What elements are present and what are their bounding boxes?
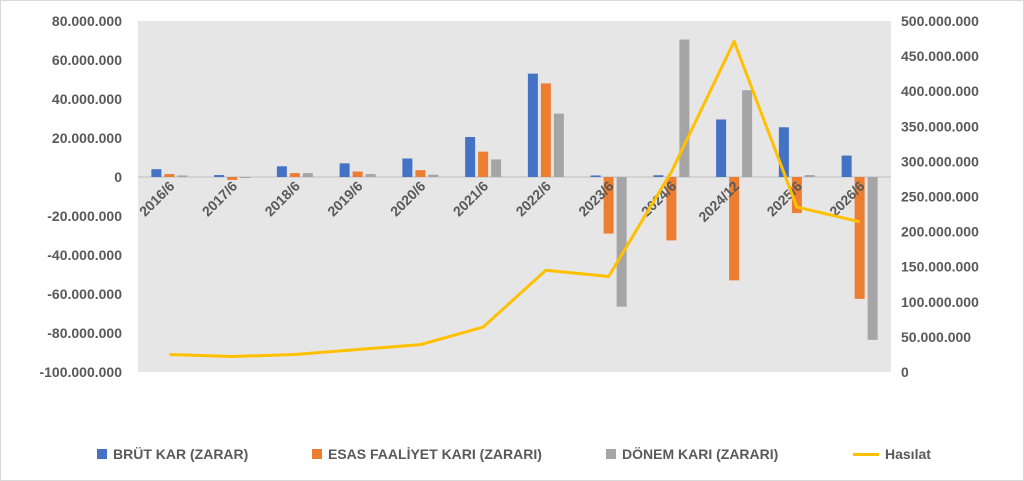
bar-donem-kari [679,39,690,178]
legend-item-esas-faaliyet: ESAS FAALİYET KARI (ZARARI) [312,444,542,464]
bar-esas-faaliyet [854,177,865,299]
bar-donem-kari [177,175,188,177]
bar-donem-kari [302,173,313,177]
y-left-tick-label: -60.000.000 [47,286,122,302]
y-right-tick-label: 350.000.000 [901,118,979,134]
y-left-tick-label: -40.000.000 [47,247,122,263]
bar-donem-kari [491,159,502,177]
y-left-tick-label: 40.000.000 [52,91,122,107]
bar-brut-kar [527,73,538,177]
bar-brut-kar [402,158,413,177]
legend-label-hasilat: Hasılat [885,446,931,462]
bar-donem-kari [616,177,627,307]
y-left-tick-label: 60.000.000 [52,52,122,68]
bar-esas-faaliyet [791,177,802,214]
bar-esas-faaliyet [540,83,551,177]
plot-area [138,21,891,372]
legend: BRÜT KAR (ZARAR) ESAS FAALİYET KARI (ZAR… [1,444,1024,464]
bar-esas-faaliyet [289,173,300,177]
legend-item-hasilat: Hasılat [853,444,931,464]
legend-label-donem-kari: DÖNEM KARI (ZARARI) [622,446,779,462]
y-left-tick-label: -20.000.000 [47,208,122,224]
bar-esas-faaliyet [164,174,175,177]
bar-brut-kar [465,137,476,177]
bar-donem-kari [742,90,753,177]
legend-swatch-hasilat [853,452,879,456]
bar-esas-faaliyet [415,170,426,177]
bar-brut-kar [214,175,225,177]
y-right-tick-label: 250.000.000 [901,189,979,205]
bar-esas-faaliyet [227,177,238,180]
bar-donem-kari [365,174,376,177]
legend-label-esas-faaliyet: ESAS FAALİYET KARI (ZARARI) [328,446,542,462]
bar-brut-kar [716,119,727,177]
y-right-tick-label: 200.000.000 [901,224,979,240]
y-right-tick-label: 450.000.000 [901,48,979,64]
bar-donem-kari [240,177,251,178]
bar-brut-kar [841,155,852,177]
combo-chart: -100.000.000 -80.000.000 -60.000.000 -40.00… [39,13,979,380]
bar-brut-kar [778,127,789,177]
y-right-tick-label: 150.000.000 [901,259,979,275]
legend-label-brut-kar: BRÜT KAR (ZARAR) [113,446,249,462]
bar-donem-kari [553,113,564,177]
bar-brut-kar [653,175,664,177]
y-left-tick-label: 20.000.000 [52,130,122,146]
y-right-tick-label: 100.000.000 [901,294,979,310]
legend-item-donem-kari: DÖNEM KARI (ZARARI) [606,444,778,464]
bar-esas-faaliyet [729,177,740,281]
bar-brut-kar [151,169,162,177]
y-left-tick-label: 80.000.000 [52,13,122,29]
y-right-tick-label: 50.000.000 [901,329,971,345]
bar-esas-faaliyet [352,171,363,177]
bar-brut-kar [276,166,287,177]
legend-item-brut-kar: BRÜT KAR (ZARAR) [97,444,248,464]
y-right-tick-label: 0 [901,364,909,380]
legend-swatch-donem-kari [606,449,616,459]
bar-donem-kari [804,175,815,177]
y-right-tick-label: 500.000.000 [901,13,979,29]
bar-brut-kar [339,163,350,177]
bar-esas-faaliyet [666,177,677,241]
bar-brut-kar [590,175,601,177]
y-right-tick-label: 400.000.000 [901,83,979,99]
y-left-tick-label: -80.000.000 [47,325,122,341]
y-left-tick-label: 0 [114,169,122,185]
bar-esas-faaliyet [603,177,614,234]
y-left-tick-label: -100.000.000 [39,364,122,380]
legend-swatch-esas-faaliyet [312,449,322,459]
line-hasilat [169,39,860,359]
bar-donem-kari [867,177,878,340]
y-right-tick-label: 300.000.000 [901,153,979,169]
bar-esas-faaliyet [478,151,489,177]
bar-donem-kari [428,174,439,177]
legend-swatch-brut-kar [97,449,107,459]
